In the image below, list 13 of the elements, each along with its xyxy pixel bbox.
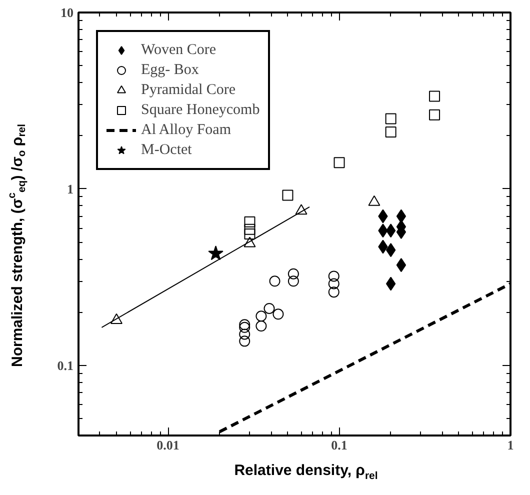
y-tick-label: 1	[67, 181, 74, 196]
legend-label: Al Alloy Foam	[141, 121, 232, 139]
x-tick-label: 0.1	[331, 438, 348, 452]
y-tick-label: 10	[60, 5, 74, 20]
legend-label: Square Honeycomb	[141, 101, 260, 119]
x-tick-label: 1	[507, 438, 514, 452]
y-tick-label: 0.1	[57, 358, 74, 373]
legend-label: Woven Core	[141, 41, 216, 59]
x-axis-title: Relative density, ρ$_{rel}$	[234, 461, 378, 484]
legend-label: Pyramidal Core	[141, 81, 236, 99]
x-tick-label: 0.01	[156, 438, 180, 452]
legend-label: M-Octet	[141, 141, 192, 159]
legend-label: Egg- Box	[141, 61, 199, 79]
